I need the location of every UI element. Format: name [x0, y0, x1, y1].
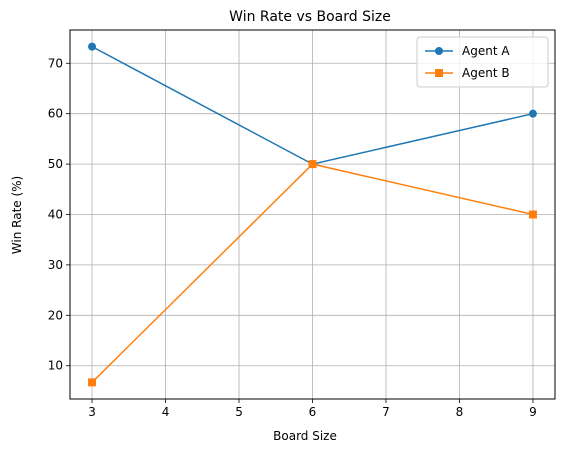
series-layer — [88, 42, 537, 387]
y-axis-label: Win Rate (%) — [10, 176, 24, 254]
y-axis-ticks: 10 20 30 40 50 60 70 — [48, 56, 70, 373]
y-tick-label: 30 — [48, 258, 63, 272]
legend-label: Agent B — [462, 66, 510, 80]
x-tick-label: 9 — [529, 405, 537, 419]
legend: Agent A Agent B — [416, 36, 549, 88]
x-tick-label: 8 — [456, 405, 464, 419]
y-tick-label: 40 — [48, 208, 63, 222]
series-agent-b — [88, 160, 537, 387]
legend-label: Agent A — [462, 44, 510, 58]
x-tick-label: 3 — [88, 405, 96, 419]
y-tick-label: 10 — [48, 359, 63, 373]
x-tick-label: 7 — [382, 405, 390, 419]
chart-title: Win Rate vs Board Size — [229, 9, 391, 25]
legend-item: Agent B — [425, 66, 510, 80]
y-tick-label: 50 — [48, 157, 63, 171]
x-tick-label: 5 — [235, 405, 243, 419]
data-point — [88, 42, 97, 51]
grid — [70, 30, 555, 399]
y-tick-label: 20 — [48, 308, 63, 322]
data-point — [528, 109, 537, 118]
x-axis-ticks: 3 4 5 6 7 8 9 — [88, 399, 537, 419]
data-point — [88, 378, 97, 387]
x-tick-label: 6 — [309, 405, 317, 419]
x-axis-label: Board Size — [273, 429, 337, 443]
data-point — [308, 160, 317, 169]
y-tick-label: 60 — [48, 107, 63, 121]
y-tick-label: 70 — [48, 56, 63, 70]
legend-box — [416, 36, 549, 88]
x-tick-label: 4 — [162, 405, 170, 419]
legend-item: Agent A — [425, 44, 510, 58]
data-point — [528, 210, 537, 219]
legend-marker — [435, 69, 443, 77]
legend-marker — [435, 47, 443, 55]
